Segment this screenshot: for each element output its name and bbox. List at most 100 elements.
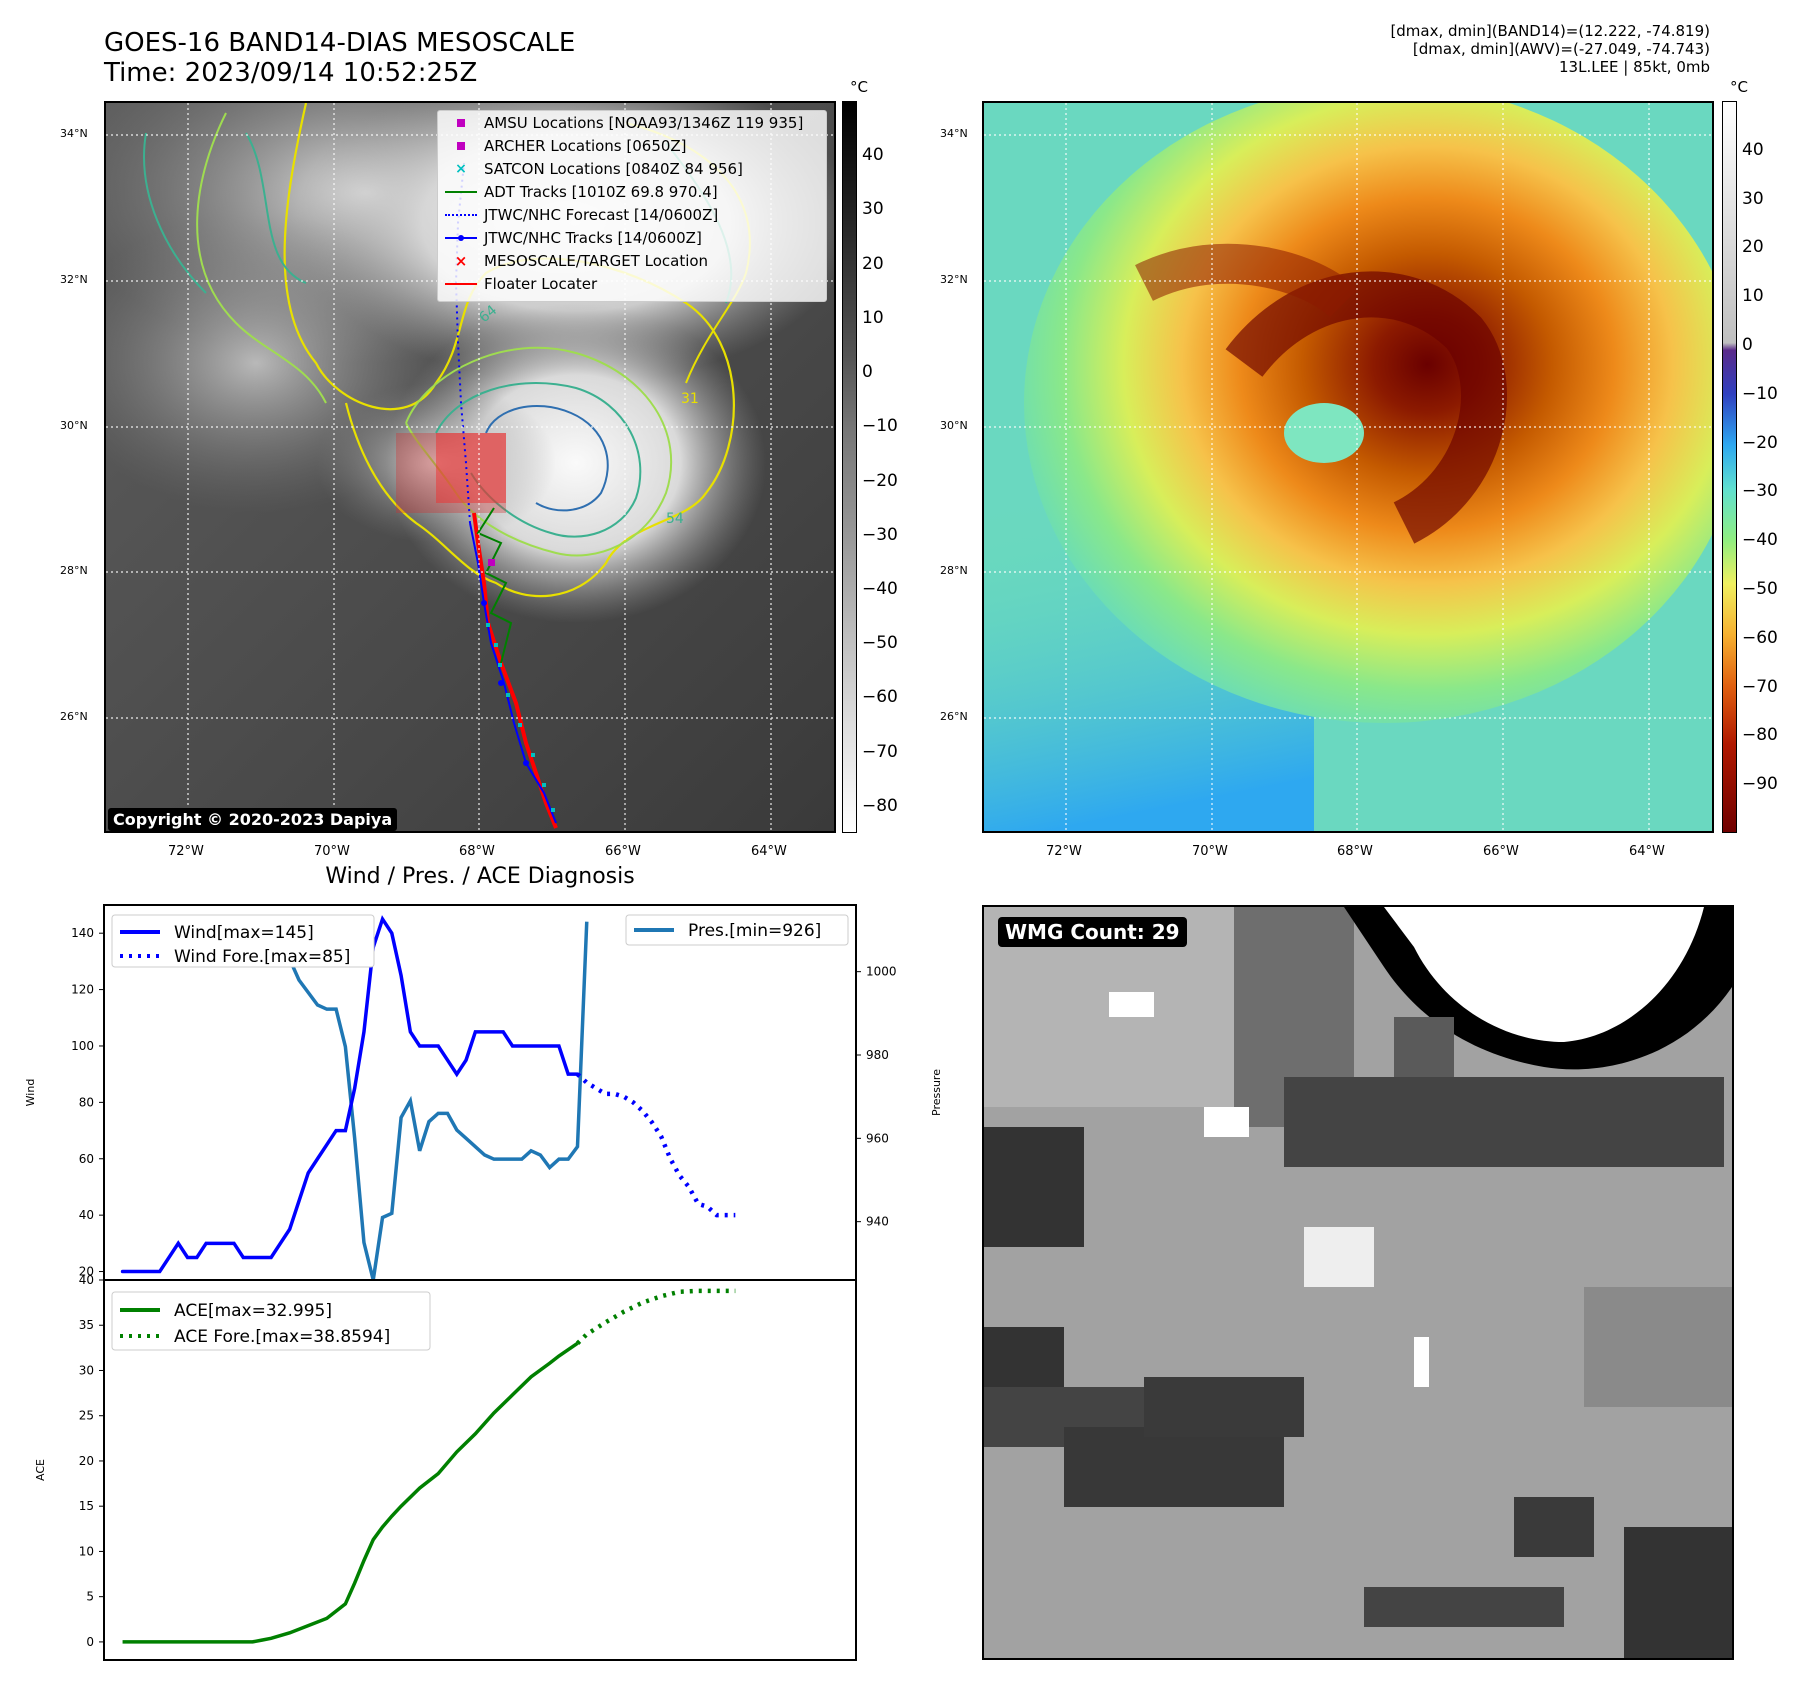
wind-y-tick-label: 40 bbox=[79, 1208, 94, 1222]
colorbar_color-tick-label: −70 bbox=[1742, 676, 1778, 697]
wind-legend-box bbox=[111, 914, 375, 968]
colorbar-gray bbox=[842, 101, 857, 833]
legend-floater-label: Floater Locater bbox=[484, 274, 598, 293]
color-map-image bbox=[984, 103, 1712, 831]
colorbar_color-tick-label: −80 bbox=[1742, 725, 1778, 746]
colorbar_gray-tick-label: 0 bbox=[862, 362, 873, 383]
legend-floater: Floater Locater bbox=[438, 272, 826, 295]
floater-line-icon bbox=[438, 282, 484, 285]
colorbar_gray-tick-label: 20 bbox=[862, 253, 884, 274]
ir-map-panel: 64 54 31 bbox=[104, 101, 836, 833]
colorbar_color-tick-label: −40 bbox=[1742, 530, 1778, 551]
colorbar-color bbox=[1722, 101, 1737, 833]
colorbar_gray-tick-label: −60 bbox=[862, 687, 898, 708]
wmg-image bbox=[984, 907, 1732, 1658]
legend-target-label: MESOSCALE/TARGET Location bbox=[484, 251, 709, 270]
lat-label: 28°N bbox=[940, 564, 968, 577]
colorbar_color-tick-label: 20 bbox=[1742, 237, 1764, 258]
diagnosis-title: Wind / Pres. / ACE Diagnosis bbox=[325, 864, 635, 889]
ace-chart: 0 5 10 15 20 25 30 35 40 ACE ACE[max=32.995] ACE Fo… bbox=[34, 1273, 857, 1661]
figure-title: GOES-16 BAND14-DIAS MESOSCALE bbox=[104, 28, 576, 58]
lat-label: 30°N bbox=[60, 419, 88, 432]
legend-adt: ADT Tracks [1010Z 69.8 970.4] bbox=[438, 180, 826, 203]
legend-archer: ARCHER Locations [0650Z] bbox=[438, 134, 826, 157]
tracks-line-dot-icon bbox=[438, 233, 484, 243]
ace-y-tick-label: 40 bbox=[79, 1273, 94, 1287]
amsu-square-icon bbox=[438, 118, 484, 127]
lat-label: 34°N bbox=[60, 127, 88, 140]
legend-satcon: × SATCON Locations [0840Z 84 956] bbox=[438, 157, 826, 180]
lon-label: 64°W bbox=[751, 844, 787, 859]
band14-range: [dmax, dmin](BAND14)=(12.222, -74.819) bbox=[1390, 22, 1710, 40]
color-map-panel bbox=[982, 101, 1714, 833]
lon-label: 66°W bbox=[605, 844, 641, 859]
colorbar_color-tick-label: −20 bbox=[1742, 432, 1778, 453]
contour-label-54: 54 bbox=[666, 511, 684, 527]
wind-legend-label: Wind Fore.[max=85] bbox=[174, 947, 350, 967]
legend-adt-label: ADT Tracks [1010Z 69.8 970.4] bbox=[484, 182, 718, 201]
colorbar_color-tick-label: 40 bbox=[1742, 139, 1764, 160]
pressure-y-tick-label: 960 bbox=[866, 1131, 889, 1145]
pressure-legend-label: Pres.[min=926] bbox=[688, 921, 821, 941]
colorbar_gray-tick-label: −10 bbox=[862, 416, 898, 437]
ace-y-tick-label: 30 bbox=[79, 1363, 94, 1377]
lat-label: 30°N bbox=[940, 419, 968, 432]
colorbar_gray-tick-label: −50 bbox=[862, 633, 898, 654]
ace-y-tick-label: 15 bbox=[79, 1499, 94, 1513]
legend-archer-label: ARCHER Locations [0650Z] bbox=[484, 136, 687, 155]
ace-y-tick-label: 0 bbox=[86, 1635, 94, 1649]
data-range-info: [dmax, dmin](BAND14)=(12.222, -74.819) [… bbox=[1180, 22, 1710, 76]
ace-y-tick-label: 5 bbox=[86, 1590, 94, 1604]
lat-label: 34°N bbox=[940, 127, 968, 140]
lon-label: 70°W bbox=[314, 844, 350, 859]
wind-y-tick-label: 80 bbox=[79, 1095, 94, 1109]
wind-y-tick-label: 140 bbox=[71, 926, 94, 940]
colorbar_color-tick-label: 10 bbox=[1742, 286, 1764, 307]
legend-amsu: AMSU Locations [NOAA93/1346Z 119 935] bbox=[438, 111, 826, 134]
colorbar_gray-tick-label: 30 bbox=[862, 199, 884, 220]
lon-label: 72°W bbox=[1046, 844, 1082, 859]
ace-y-tick-label: 25 bbox=[79, 1409, 94, 1423]
pressure-y-tick-label: 980 bbox=[866, 1048, 889, 1062]
lon-label: 68°W bbox=[1337, 844, 1373, 859]
copyright-badge: Copyright © 2020-2023 Dapiya bbox=[108, 808, 398, 831]
wmg-panel: WMG Count: 29 bbox=[982, 905, 1734, 1660]
colorbar_color-tick-label: 0 bbox=[1742, 335, 1753, 355]
lat-label: 26°N bbox=[60, 710, 88, 723]
pressure-y-axis-label: Pressure bbox=[930, 1069, 943, 1116]
lon-label: 64°W bbox=[1629, 844, 1665, 859]
colorbar-color-unit: °C bbox=[1730, 78, 1748, 96]
legend-forecast: JTWC/NHC Forecast [14/0600Z] bbox=[438, 203, 826, 226]
colorbar_color-tick-label: −90 bbox=[1742, 774, 1778, 795]
colorbar_gray-tick-label: −70 bbox=[862, 741, 898, 762]
ace-legend-label: ACE Fore.[max=38.8594] bbox=[174, 1327, 390, 1347]
pressure-y-tick-label: 1000 bbox=[866, 965, 897, 979]
satcon-x-icon: × bbox=[455, 160, 467, 177]
colorbar_color-tick-label: −60 bbox=[1742, 627, 1778, 648]
lon-label: 72°W bbox=[168, 844, 204, 859]
ace-y-axis-label: ACE bbox=[34, 1459, 47, 1481]
wind-legend-label: Wind[max=145] bbox=[174, 923, 314, 943]
wind-y-tick-label: 100 bbox=[71, 1039, 94, 1053]
lat-label: 26°N bbox=[940, 710, 968, 723]
colorbar_color-tick-label: −30 bbox=[1742, 481, 1778, 502]
colorbar_gray-tick-label: −80 bbox=[862, 795, 898, 816]
wind-pressure-chart: 20 40 60 80 100 120 140 Wind 940 960 980 1000 Pressu… bbox=[24, 904, 943, 1281]
ace-y-tick-label: 35 bbox=[79, 1318, 94, 1332]
pressure-y-tick-label: 940 bbox=[866, 1215, 889, 1229]
colorbar_gray-tick-label: −20 bbox=[862, 470, 898, 491]
colorbar_gray-tick-label: −40 bbox=[862, 579, 898, 599]
ace-y-tick-label: 20 bbox=[79, 1454, 94, 1468]
wind-y-tick-label: 120 bbox=[71, 983, 94, 997]
ace-legend-box bbox=[111, 1291, 431, 1351]
lat-label: 32°N bbox=[60, 273, 88, 286]
wind-y-axis-label: Wind bbox=[24, 1079, 37, 1107]
wind-y-tick-label: 60 bbox=[79, 1152, 94, 1166]
lon-label: 68°W bbox=[459, 844, 495, 859]
colorbar_color-tick-label: −50 bbox=[1742, 579, 1778, 599]
forecast-dotted-icon bbox=[438, 213, 484, 216]
awv-range: [dmax, dmin](AWV)=(-27.049, -74.743) bbox=[1412, 40, 1710, 58]
colorbar_color-tick-label: 30 bbox=[1742, 188, 1764, 209]
colorbar_color-tick-label: −10 bbox=[1742, 383, 1778, 404]
